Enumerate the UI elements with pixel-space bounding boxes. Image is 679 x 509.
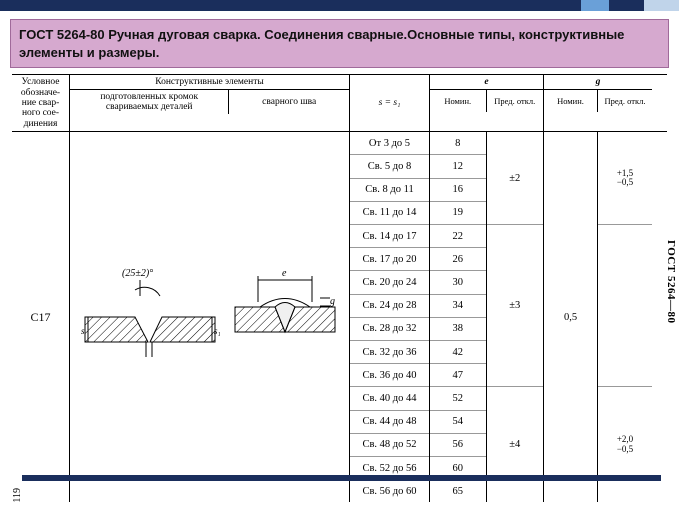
col-g-nominal: 0,5 <box>544 132 598 502</box>
g-nom-cell: 0,5 <box>544 132 597 502</box>
tol-block: +2,0−0,5 <box>598 387 652 502</box>
s-cell: Св. 56 до 60 <box>350 480 429 502</box>
e-nom-cell: 12 <box>430 155 486 178</box>
svg-text:s₁: s₁ <box>214 326 220 336</box>
side-label-standard: ГОСТ 5264—80 <box>665 240 677 323</box>
hdr-e-sym: e <box>430 75 543 90</box>
hdr-weld-seam: сварного шва <box>229 90 349 114</box>
cell-figures: (25±2)° s s₁ <box>70 132 350 502</box>
hdr-e: e Номин. Пред. откл. <box>430 75 544 131</box>
e-nom-cell: 26 <box>430 248 486 271</box>
e-nom-cell: 42 <box>430 341 486 364</box>
table-body: C17 (25±2)° s <box>12 132 667 502</box>
e-nom-cell: 30 <box>430 271 486 294</box>
e-nom-cell: 22 <box>430 225 486 248</box>
tol-block: ±3 <box>487 225 544 387</box>
hdr-constructive-top: Конструктивные элементы <box>70 75 349 90</box>
hdr-g-tol: Пред. откл. <box>598 90 652 112</box>
s-cell: Св. 44 до 48 <box>350 411 429 434</box>
side-label-page: 119 <box>12 488 23 503</box>
s-cell: Св. 11 до 14 <box>350 202 429 225</box>
hdr-s: s = s₁ <box>350 75 430 131</box>
s-cell: Св. 14 до 17 <box>350 225 429 248</box>
col-e-nominal: 8121619222630343842475254566065 <box>430 132 487 502</box>
s-cell: От 3 до 5 <box>350 132 429 155</box>
e-nom-cell: 47 <box>430 364 486 387</box>
s-cell: Св. 36 до 40 <box>350 364 429 387</box>
s-cell: Св. 17 до 20 <box>350 248 429 271</box>
s-cell: Св. 5 до 8 <box>350 155 429 178</box>
hdr-g-nom: Номин. <box>544 90 598 112</box>
tol-block: +1,5−0,5 <box>598 132 652 225</box>
col-g-tolerance: +1,5−0,5 +2,0−0,5 <box>598 132 652 502</box>
e-nom-cell: 65 <box>430 480 486 502</box>
s-cell: Св. 20 до 24 <box>350 271 429 294</box>
hdr-designation: Условное обозначе- ние свар- ного сое- д… <box>12 75 70 131</box>
e-nom-cell: 52 <box>430 387 486 410</box>
tol-block: ±4 <box>487 387 544 502</box>
svg-text:s: s <box>81 326 85 336</box>
standard-table: Условное обозначе- ние свар- ного сое- д… <box>12 74 667 502</box>
g-label: g <box>330 296 335 307</box>
s-cell: Св. 28 до 32 <box>350 318 429 341</box>
window-top-bar <box>0 0 679 11</box>
hdr-g: g Номин. Пред. откл. <box>544 75 652 131</box>
e-label: e <box>282 268 287 279</box>
hdr-e-tol: Пред. откл. <box>487 90 544 112</box>
hdr-e-nom: Номин. <box>430 90 487 112</box>
tol-block: ±2 <box>487 132 544 225</box>
figure-prep-edges: (25±2)° s s₁ <box>80 262 220 372</box>
s-cell: Св. 48 до 52 <box>350 434 429 457</box>
page-title: ГОСТ 5264-80 Ручная дуговая сварка. Соед… <box>10 19 669 68</box>
col-g-values: 0,5 +1,5−0,5 +2,0−0,5 <box>544 132 652 502</box>
e-nom-cell: 19 <box>430 202 486 225</box>
col-e-values: 8121619222630343842475254566065 ±2±3±4 <box>430 132 544 502</box>
e-nom-cell: 38 <box>430 318 486 341</box>
e-nom-cell: 16 <box>430 179 486 202</box>
s-cell: Св. 32 до 36 <box>350 341 429 364</box>
cell-designation: C17 <box>12 132 70 502</box>
angle-label: (25±2)° <box>122 268 153 279</box>
col-e-tolerance: ±2±3±4 <box>487 132 544 502</box>
e-nom-cell: 54 <box>430 411 486 434</box>
hdr-g-sym: g <box>544 75 652 90</box>
hdr-constructive: Конструктивные элементы подготовленных к… <box>70 75 350 131</box>
s-cell: Св. 8 до 11 <box>350 179 429 202</box>
col-s-values: От 3 до 5Св. 5 до 8Св. 8 до 11Св. 11 до … <box>350 132 430 502</box>
table-header: Условное обозначе- ние свар- ного сое- д… <box>12 75 667 132</box>
footer-bar <box>22 475 661 481</box>
e-nom-cell: 56 <box>430 434 486 457</box>
e-nom-cell: 8 <box>430 132 486 155</box>
s-cell: Св. 24 до 28 <box>350 295 429 318</box>
s-cell: Св. 40 до 44 <box>350 387 429 410</box>
e-nom-cell: 34 <box>430 295 486 318</box>
hdr-prep-edges: подготовленных кромок свариваемых детале… <box>70 90 229 114</box>
tol-block <box>598 225 652 387</box>
figure-weld-seam: e g <box>230 262 340 372</box>
